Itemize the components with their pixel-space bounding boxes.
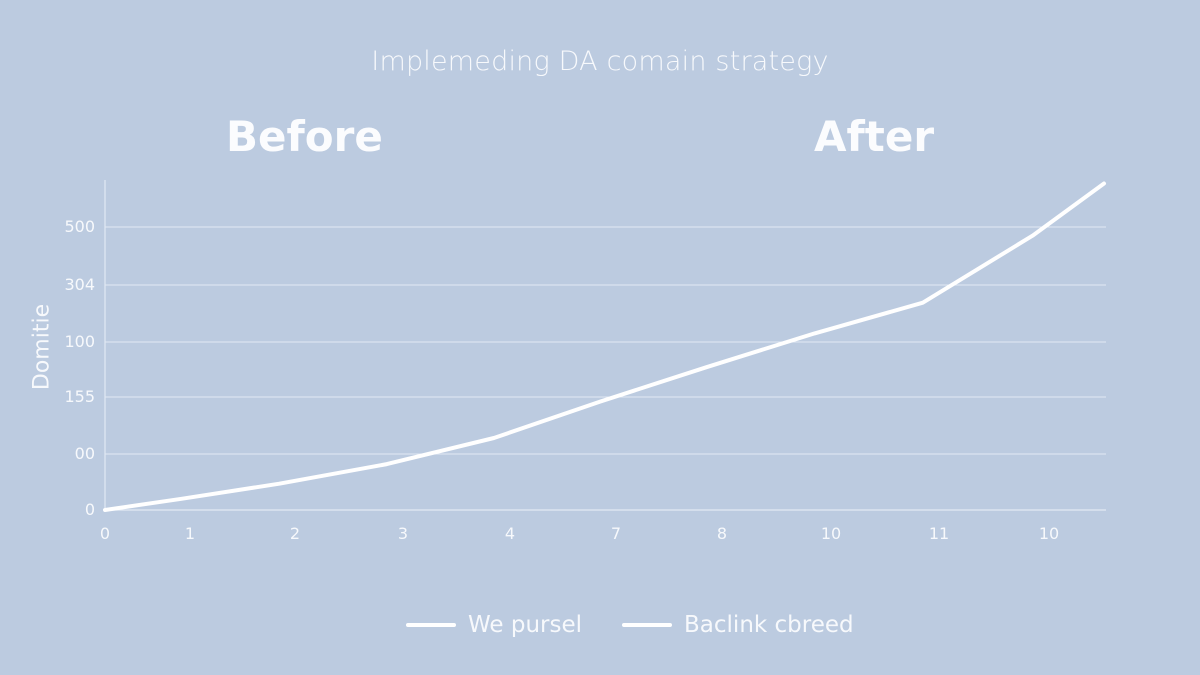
legend-label: Baclink cbreed <box>684 612 854 638</box>
x-tick-label: 8 <box>717 524 727 543</box>
y-axis-label: Domitie <box>29 303 55 391</box>
x-tick-label: 0 <box>100 524 110 543</box>
y-tick-label: 0 <box>85 500 95 519</box>
x-tick-label: 11 <box>929 524 949 543</box>
after-label: After <box>814 112 935 161</box>
legend-item-baclink-cbreed: Baclink cbreed <box>622 612 854 638</box>
x-tick-label: 1 <box>185 524 195 543</box>
legend-swatch <box>406 623 456 627</box>
x-tick-label: 7 <box>611 524 621 543</box>
x-tick-label: 4 <box>505 524 515 543</box>
x-tick-label: 3 <box>398 524 408 543</box>
series-line <box>103 181 1106 512</box>
legend-swatch <box>622 623 673 627</box>
y-tick-label: 100 <box>64 332 95 351</box>
before-label: Before <box>226 112 383 161</box>
x-tick-label: 2 <box>290 524 300 543</box>
legend-label: We pursel <box>468 612 583 638</box>
x-tick-label: 10 <box>1039 524 1059 543</box>
chart-title: Implemeding DA comain strategy <box>371 46 829 77</box>
legend-item-we-pursel: We pursel <box>406 612 582 638</box>
y-tick-label: 500 <box>64 217 95 236</box>
legend: We pursel Baclink cbreed <box>406 612 894 638</box>
y-tick-label: 155 <box>64 387 95 406</box>
y-tick-label: 00 <box>75 444 95 463</box>
y-tick-label: 304 <box>64 275 95 294</box>
x-tick-label: 10 <box>821 524 841 543</box>
